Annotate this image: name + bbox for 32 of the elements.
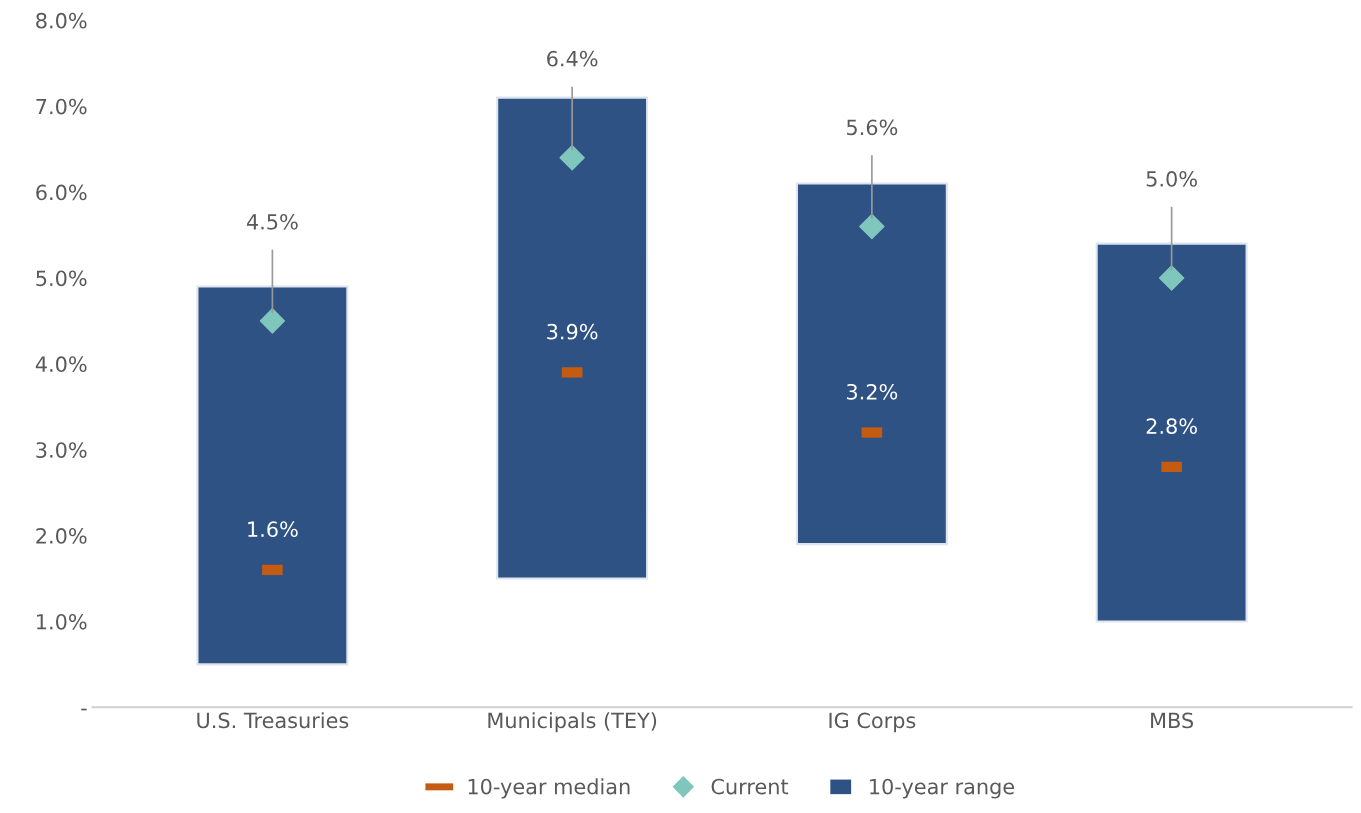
bar — [795, 182, 948, 546]
bar — [496, 96, 649, 580]
y-tick-label: 2.0% — [36, 528, 87, 544]
y-tick-label: 3.0% — [36, 442, 87, 458]
y-tick-label: 4.0% — [35, 356, 87, 373]
data-label: 4.5% — [246, 213, 298, 230]
bar — [196, 285, 349, 666]
data-label: 2.8% — [1146, 418, 1197, 435]
y-tick-label: 7.0% — [36, 98, 87, 115]
legend-label: 10-year median — [468, 778, 630, 799]
x-tick-label: Municipals (TEY) — [488, 712, 657, 733]
point — [859, 213, 885, 240]
legend-label: Current — [711, 778, 789, 795]
x-tick-label: U.S. Treasuries — [197, 712, 349, 729]
y-tick-label: 6.0% — [36, 184, 87, 201]
y-tick-label: - — [81, 708, 87, 711]
x-tick-label: MBS — [1151, 712, 1194, 729]
y-tick-label: 1.0% — [37, 613, 87, 630]
point — [259, 308, 286, 334]
point — [559, 144, 585, 171]
y-tick-label: 5.0% — [36, 270, 87, 287]
point — [1158, 265, 1185, 291]
data-label: 5.0% — [1146, 171, 1197, 187]
data-label: 1.6% — [248, 521, 298, 538]
legend-label: 10-year range — [870, 778, 1015, 799]
data-label: 3.9% — [547, 323, 598, 340]
data-label: 3.2% — [847, 383, 898, 400]
data-label: 6.4% — [547, 50, 598, 67]
bar — [1095, 242, 1248, 623]
x-tick-label: IG Corps — [829, 712, 916, 733]
y-tick-label: 8.0% — [36, 12, 87, 29]
data-label: 5.6% — [847, 119, 898, 136]
